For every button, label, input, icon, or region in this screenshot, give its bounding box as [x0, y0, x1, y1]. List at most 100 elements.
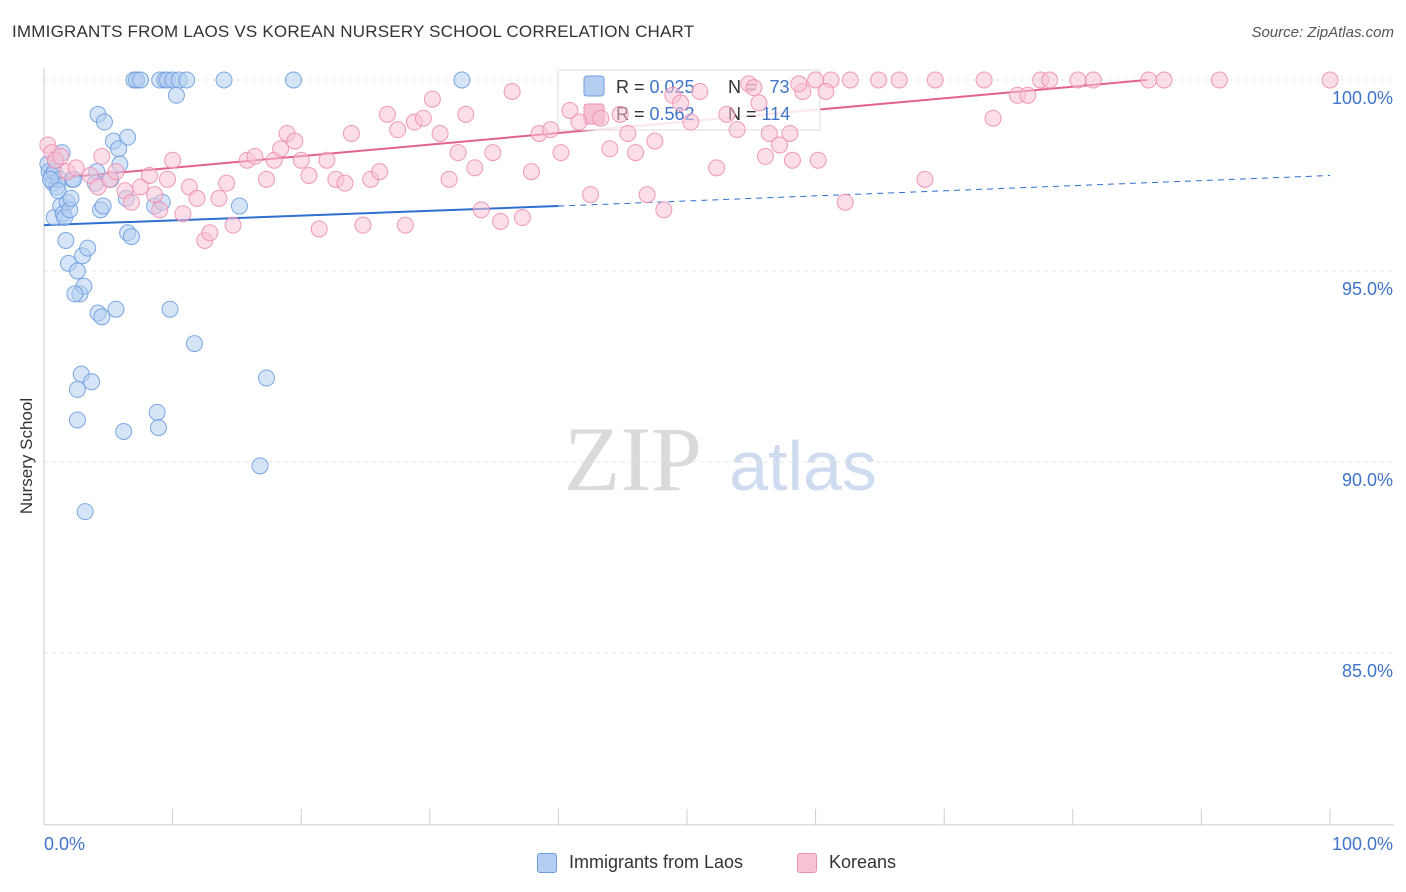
- data-point[interactable]: [161, 300, 179, 318]
- data-point[interactable]: [149, 419, 167, 437]
- data-point[interactable]: [68, 380, 86, 398]
- data-point[interactable]: [76, 503, 94, 521]
- data-point[interactable]: [378, 105, 396, 123]
- legend-item-laos[interactable]: Immigrants from Laos: [537, 852, 743, 873]
- data-point[interactable]: [68, 262, 86, 280]
- data-point[interactable]: [682, 113, 700, 131]
- data-point[interactable]: [542, 121, 560, 139]
- data-point[interactable]: [336, 174, 354, 192]
- data-point[interactable]: [984, 109, 1002, 127]
- data-point[interactable]: [1140, 71, 1158, 89]
- data-point[interactable]: [188, 189, 206, 207]
- data-point[interactable]: [272, 140, 290, 158]
- legend-item-koreans[interactable]: Koreans: [797, 852, 896, 873]
- data-point[interactable]: [453, 71, 471, 89]
- data-point[interactable]: [224, 216, 242, 234]
- data-point[interactable]: [93, 147, 111, 165]
- data-point[interactable]: [230, 197, 248, 215]
- data-point[interactable]: [174, 205, 192, 223]
- data-point[interactable]: [817, 82, 835, 100]
- data-point[interactable]: [131, 71, 149, 89]
- data-point[interactable]: [215, 71, 233, 89]
- data-point[interactable]: [601, 140, 619, 158]
- data-point[interactable]: [115, 422, 133, 440]
- data-point[interactable]: [371, 163, 389, 181]
- data-point[interactable]: [164, 151, 182, 169]
- data-point[interactable]: [582, 186, 600, 204]
- data-point[interactable]: [68, 411, 86, 429]
- data-point[interactable]: [484, 144, 502, 162]
- data-point[interactable]: [1155, 71, 1173, 89]
- data-point[interactable]: [210, 189, 228, 207]
- data-point[interactable]: [251, 457, 269, 475]
- data-point[interactable]: [151, 201, 169, 219]
- data-point[interactable]: [771, 136, 789, 154]
- data-point[interactable]: [619, 124, 637, 142]
- data-point[interactable]: [292, 151, 310, 169]
- data-point[interactable]: [318, 151, 336, 169]
- data-point[interactable]: [342, 124, 360, 142]
- data-point[interactable]: [592, 109, 610, 127]
- data-point[interactable]: [760, 124, 778, 142]
- data-point[interactable]: [638, 186, 656, 204]
- data-point[interactable]: [708, 159, 726, 177]
- data-point[interactable]: [691, 82, 709, 100]
- data-point[interactable]: [836, 193, 854, 211]
- data-point[interactable]: [107, 163, 125, 181]
- data-point[interactable]: [790, 75, 808, 93]
- data-point[interactable]: [781, 124, 799, 142]
- data-point[interactable]: [148, 403, 166, 421]
- data-point[interactable]: [119, 128, 137, 146]
- data-point[interactable]: [522, 163, 540, 181]
- data-point[interactable]: [396, 216, 414, 234]
- data-point[interactable]: [457, 105, 475, 123]
- data-point[interactable]: [95, 113, 113, 131]
- data-point[interactable]: [66, 285, 84, 303]
- data-point[interactable]: [431, 124, 449, 142]
- data-point[interactable]: [178, 71, 196, 89]
- data-point[interactable]: [916, 170, 934, 188]
- data-point[interactable]: [286, 132, 304, 150]
- data-point[interactable]: [1084, 71, 1102, 89]
- data-point[interactable]: [841, 71, 859, 89]
- data-point[interactable]: [107, 300, 125, 318]
- data-point[interactable]: [1321, 71, 1339, 89]
- data-point[interactable]: [655, 201, 673, 219]
- data-point[interactable]: [750, 94, 768, 112]
- data-point[interactable]: [1019, 86, 1037, 104]
- data-point[interactable]: [389, 121, 407, 139]
- data-point[interactable]: [611, 105, 629, 123]
- data-point[interactable]: [728, 121, 746, 139]
- data-point[interactable]: [354, 216, 372, 234]
- data-point[interactable]: [257, 369, 275, 387]
- data-point[interactable]: [503, 82, 521, 100]
- data-point[interactable]: [809, 151, 827, 169]
- data-point[interactable]: [783, 151, 801, 169]
- data-point[interactable]: [492, 212, 510, 230]
- data-point[interactable]: [570, 113, 588, 131]
- data-point[interactable]: [870, 71, 888, 89]
- data-point[interactable]: [449, 144, 467, 162]
- data-point[interactable]: [110, 140, 128, 158]
- data-point[interactable]: [718, 105, 736, 123]
- data-point[interactable]: [1041, 71, 1059, 89]
- data-point[interactable]: [672, 94, 690, 112]
- data-point[interactable]: [218, 174, 236, 192]
- data-point[interactable]: [83, 373, 101, 391]
- data-point[interactable]: [62, 189, 80, 207]
- data-point[interactable]: [1069, 71, 1087, 89]
- data-point[interactable]: [79, 239, 97, 257]
- data-point[interactable]: [561, 102, 579, 120]
- data-point[interactable]: [131, 178, 149, 196]
- data-point[interactable]: [423, 90, 441, 108]
- data-point[interactable]: [1210, 71, 1228, 89]
- data-point[interactable]: [975, 71, 993, 89]
- data-point[interactable]: [57, 231, 75, 249]
- data-point[interactable]: [49, 182, 67, 200]
- data-point[interactable]: [167, 86, 185, 104]
- data-point[interactable]: [158, 170, 176, 188]
- data-point[interactable]: [890, 71, 908, 89]
- data-point[interactable]: [440, 170, 458, 188]
- data-point[interactable]: [67, 159, 85, 177]
- data-point[interactable]: [52, 147, 70, 165]
